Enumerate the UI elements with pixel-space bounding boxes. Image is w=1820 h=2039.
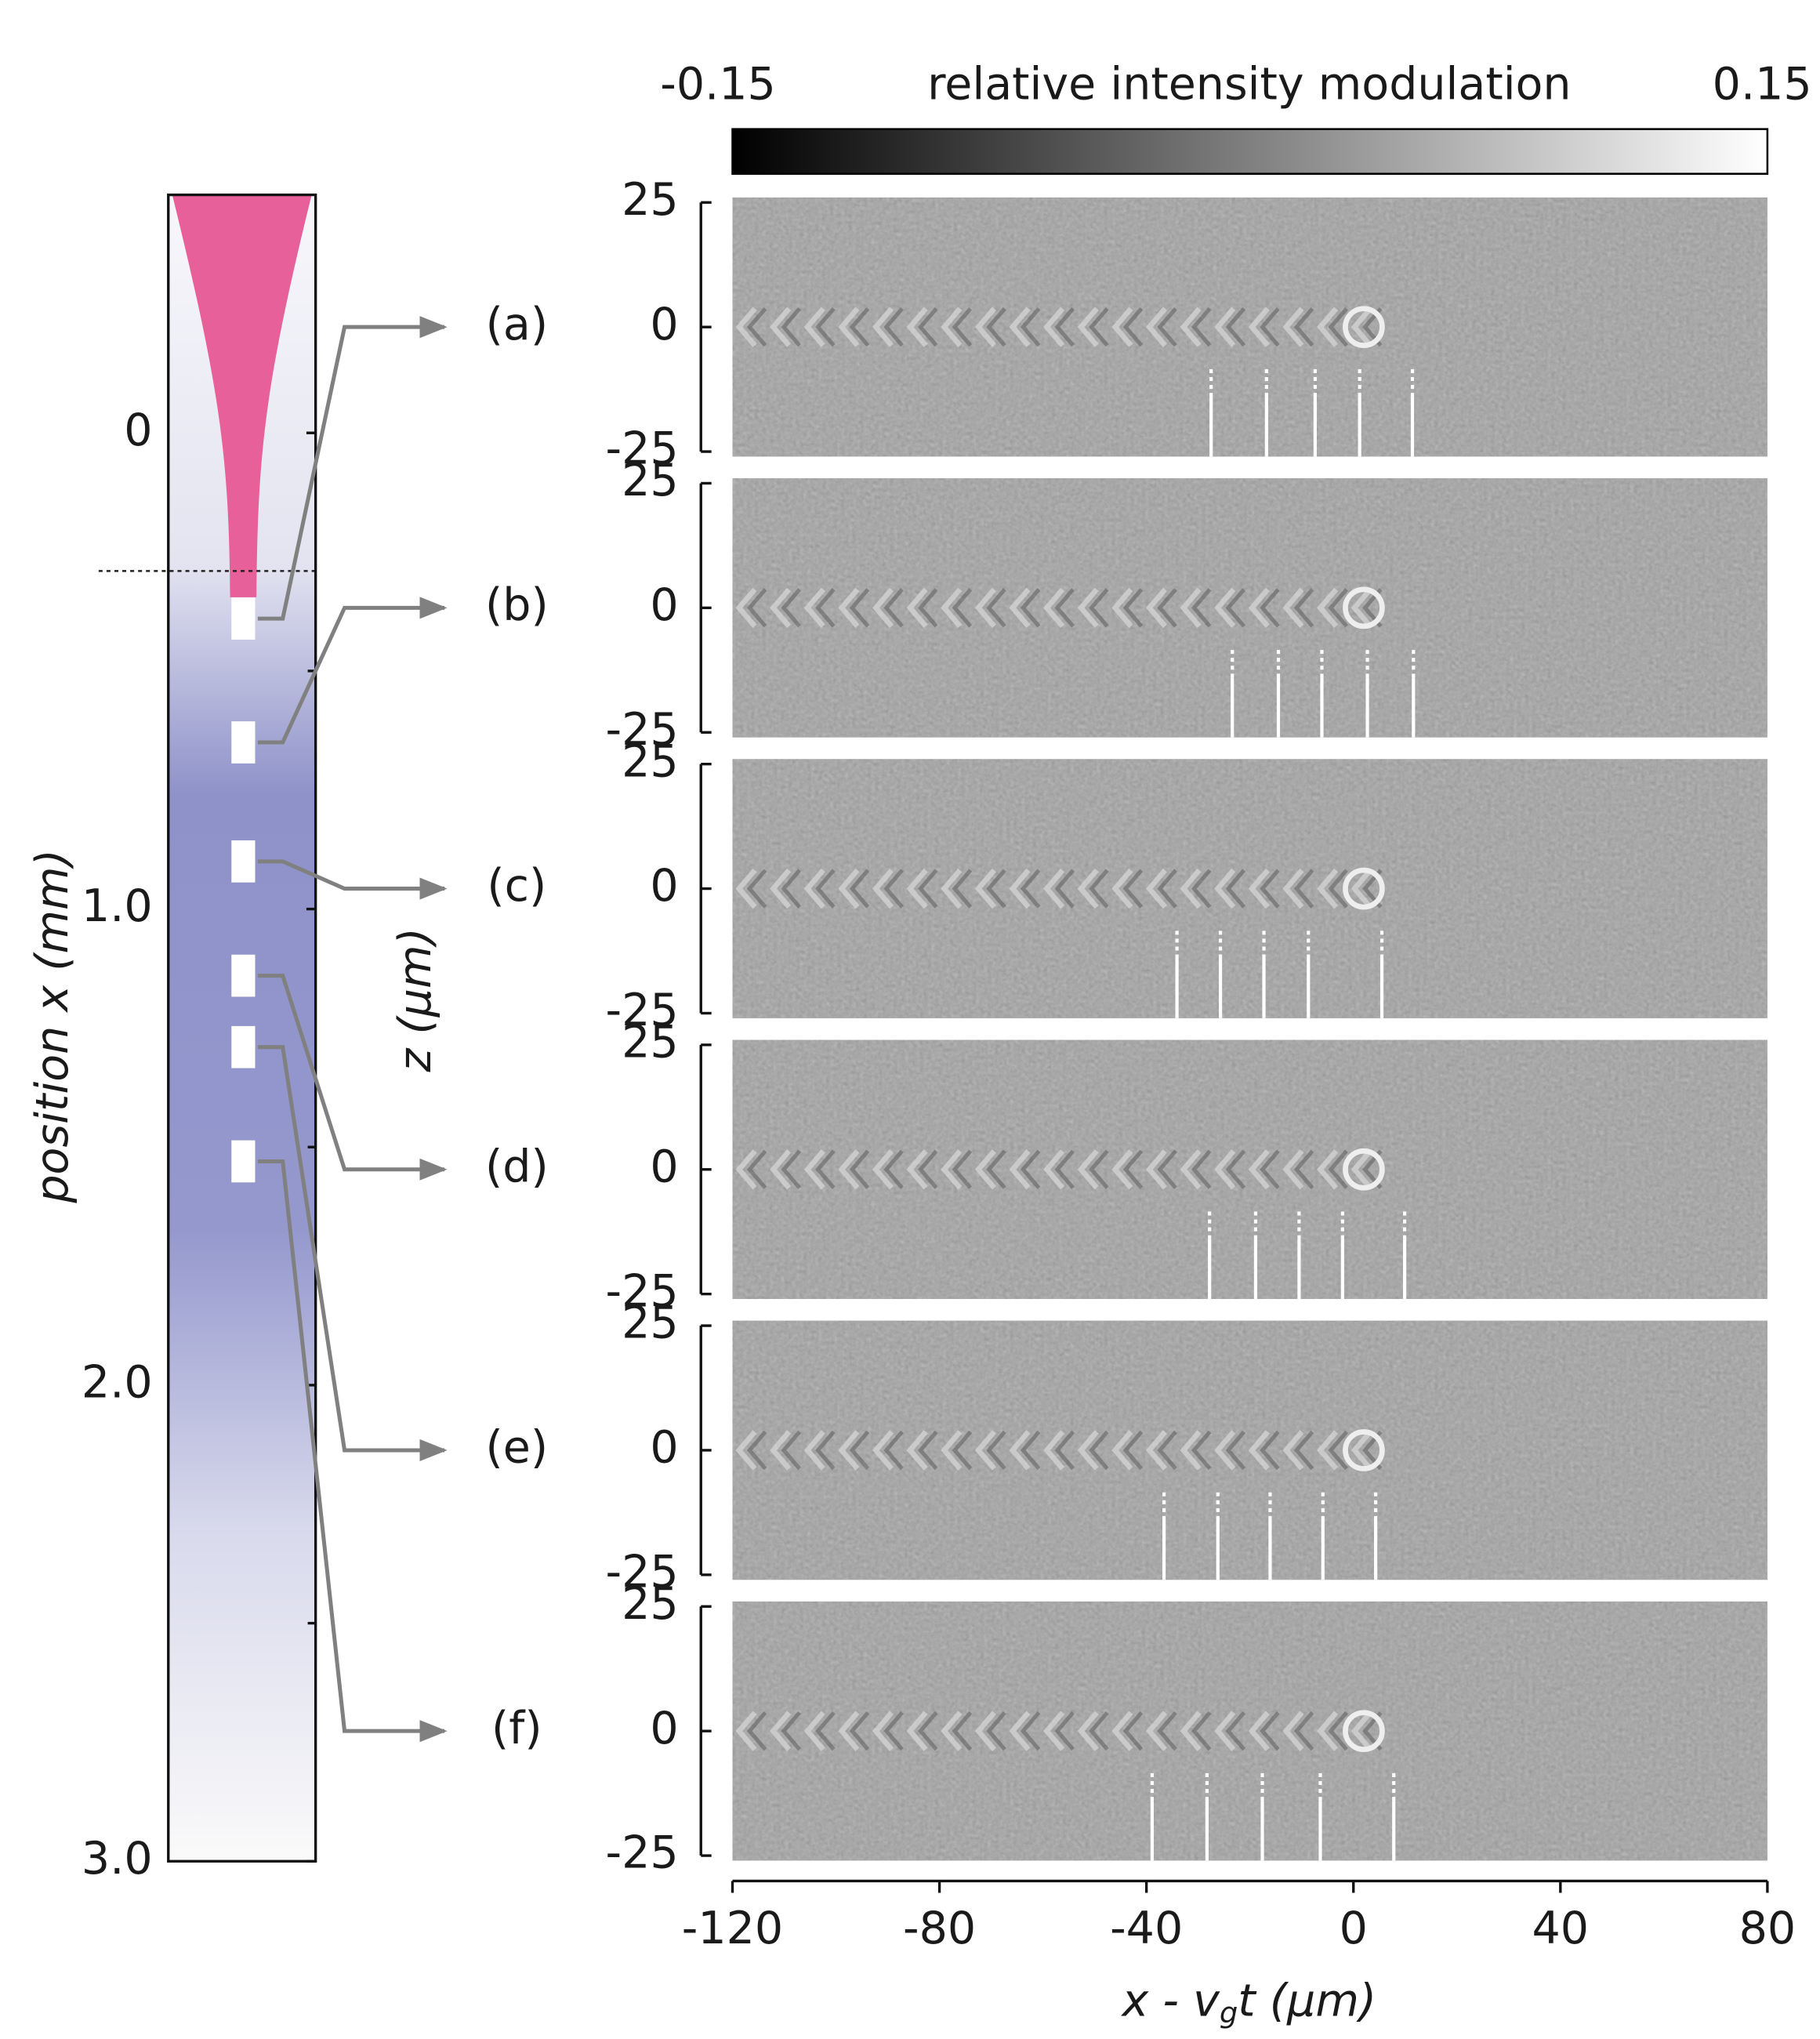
z-tick-label: -25 [606, 985, 679, 1036]
probe-position [231, 721, 256, 764]
z-tick-label: 0 [650, 299, 678, 350]
probe-position [231, 597, 256, 640]
connector [257, 974, 448, 1181]
z-tick-label: 25 [622, 1578, 679, 1630]
x-label-part: t (μm) [1238, 1975, 1376, 2026]
z-tick-label: 25 [622, 735, 679, 787]
wave-pattern-shadow [747, 869, 1383, 909]
x-tick-label: 80 [1739, 1903, 1796, 1954]
sample-axis-label: position x (mm) [27, 849, 78, 1204]
wake-head [1343, 1429, 1385, 1471]
z-tick-label: 25 [622, 1297, 679, 1349]
colorbar-min: -0.15 [660, 59, 776, 111]
wake-head [1343, 867, 1385, 910]
z-tick-label: 0 [650, 1422, 678, 1474]
wave-pattern [735, 1149, 1372, 1190]
sample-tick-label: 2.0 [82, 1357, 153, 1409]
wave-pattern-shadow [747, 307, 1383, 347]
pump-beam [172, 194, 312, 597]
sample-tick-label: 3.0 [82, 1833, 153, 1885]
x-tick-label: -40 [1110, 1903, 1183, 1954]
z-tick-label: 25 [622, 174, 679, 226]
sample-tick-label: 0 [124, 405, 152, 456]
z-tick-label: 0 [650, 1141, 678, 1192]
z-tick-label: 0 [650, 1703, 678, 1754]
colorbar-max: 0.15 [1713, 59, 1812, 111]
colorbar [731, 128, 1769, 175]
sample-tick-label: 1.0 [82, 880, 153, 932]
wake-head [1343, 1710, 1385, 1753]
wave-pattern [735, 868, 1372, 909]
wave-pattern-shadow [747, 588, 1383, 628]
wave-pattern [735, 1430, 1372, 1471]
wake-head [1343, 586, 1385, 629]
x-label-sub: g [1220, 1995, 1238, 2029]
z-tick-label: 25 [622, 455, 679, 506]
wave-pattern [735, 587, 1372, 629]
connector [257, 1045, 448, 1462]
panel-label: (e) [486, 1422, 549, 1474]
panel-label: (a) [486, 299, 548, 350]
probe-position [231, 840, 256, 883]
panel: 25 0 -25 [606, 1297, 1767, 1598]
panel-label: (d) [485, 1141, 549, 1192]
connector [257, 1159, 448, 1743]
panel: 25 0 -25 [606, 735, 1767, 1036]
z-tick-label: -25 [606, 1827, 679, 1879]
connector [257, 316, 448, 621]
probe-position [231, 1140, 256, 1183]
wave-pattern [735, 307, 1372, 347]
wave-pattern-shadow [747, 1149, 1383, 1189]
sample-frame [167, 193, 317, 1863]
panel: 25 0 -25 [606, 455, 1767, 756]
wave-pattern-shadow [747, 1711, 1383, 1751]
colorbar-label: relative intensity modulation [927, 59, 1571, 111]
connector [257, 859, 448, 900]
x-tick-label: -120 [682, 1903, 783, 1954]
x-tick-label: -80 [903, 1903, 976, 1954]
panel-label: (b) [485, 579, 549, 631]
x-tick-label: 40 [1532, 1903, 1590, 1954]
z-tick-label: -25 [606, 1265, 679, 1317]
z-tick-label: -25 [606, 1546, 679, 1598]
panel: 25 0 -25 [606, 1578, 1767, 1879]
z-tick-label: 0 [650, 579, 678, 631]
panel: 25 0 -25 [606, 1016, 1767, 1317]
z-tick-label: 0 [650, 860, 678, 912]
x-tick-label: 0 [1340, 1903, 1368, 1954]
probe-position [231, 1025, 256, 1068]
wake-head [1343, 1148, 1385, 1191]
connector [257, 597, 448, 745]
wave-pattern [735, 1711, 1372, 1751]
z-tick-label: -25 [606, 423, 679, 475]
panel-label: (c) [487, 860, 546, 912]
panel: 25 0 -25 [606, 174, 1767, 475]
panel-label: (f) [491, 1703, 542, 1754]
z-tick-label: -25 [606, 704, 679, 756]
wake-head [1343, 306, 1385, 349]
probe-position [231, 954, 256, 997]
z-axis-label: z (μm) [390, 927, 441, 1072]
z-tick-label: 25 [622, 1016, 679, 1068]
x-label-part: x - v [1121, 1975, 1221, 2026]
x-axis-label: x - vgt (μm) [1121, 1975, 1377, 2029]
wave-pattern-shadow [747, 1430, 1383, 1471]
